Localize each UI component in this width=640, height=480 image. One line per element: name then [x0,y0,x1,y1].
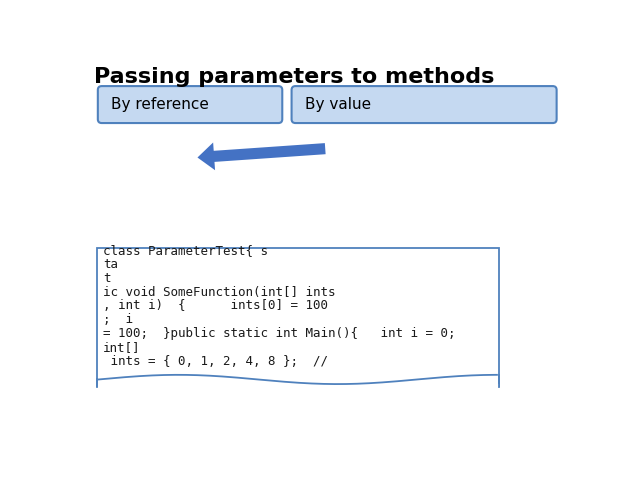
FancyBboxPatch shape [97,248,499,386]
Text: ints = { 0, 1, 2, 4, 8 };  //: ints = { 0, 1, 2, 4, 8 }; // [103,355,328,368]
Text: = 100;  }public static int Main(){   int i = 0;: = 100; }public static int Main(){ int i … [103,327,456,340]
Text: By reference: By reference [111,97,209,112]
Text: ta: ta [103,258,118,271]
Text: t: t [103,272,111,285]
Text: int[]: int[] [103,341,141,354]
FancyBboxPatch shape [292,86,557,123]
Text: ic void SomeFunction(int[] ints: ic void SomeFunction(int[] ints [103,286,336,299]
FancyBboxPatch shape [98,86,282,123]
Text: Passing parameters to methods: Passing parameters to methods [94,67,494,87]
Text: ;  i: ; i [103,313,133,326]
Text: By value: By value [305,97,371,112]
Text: class ParameterTest{ s: class ParameterTest{ s [103,244,268,257]
Text: , int i)  {      ints[0] = 100: , int i) { ints[0] = 100 [103,300,328,312]
